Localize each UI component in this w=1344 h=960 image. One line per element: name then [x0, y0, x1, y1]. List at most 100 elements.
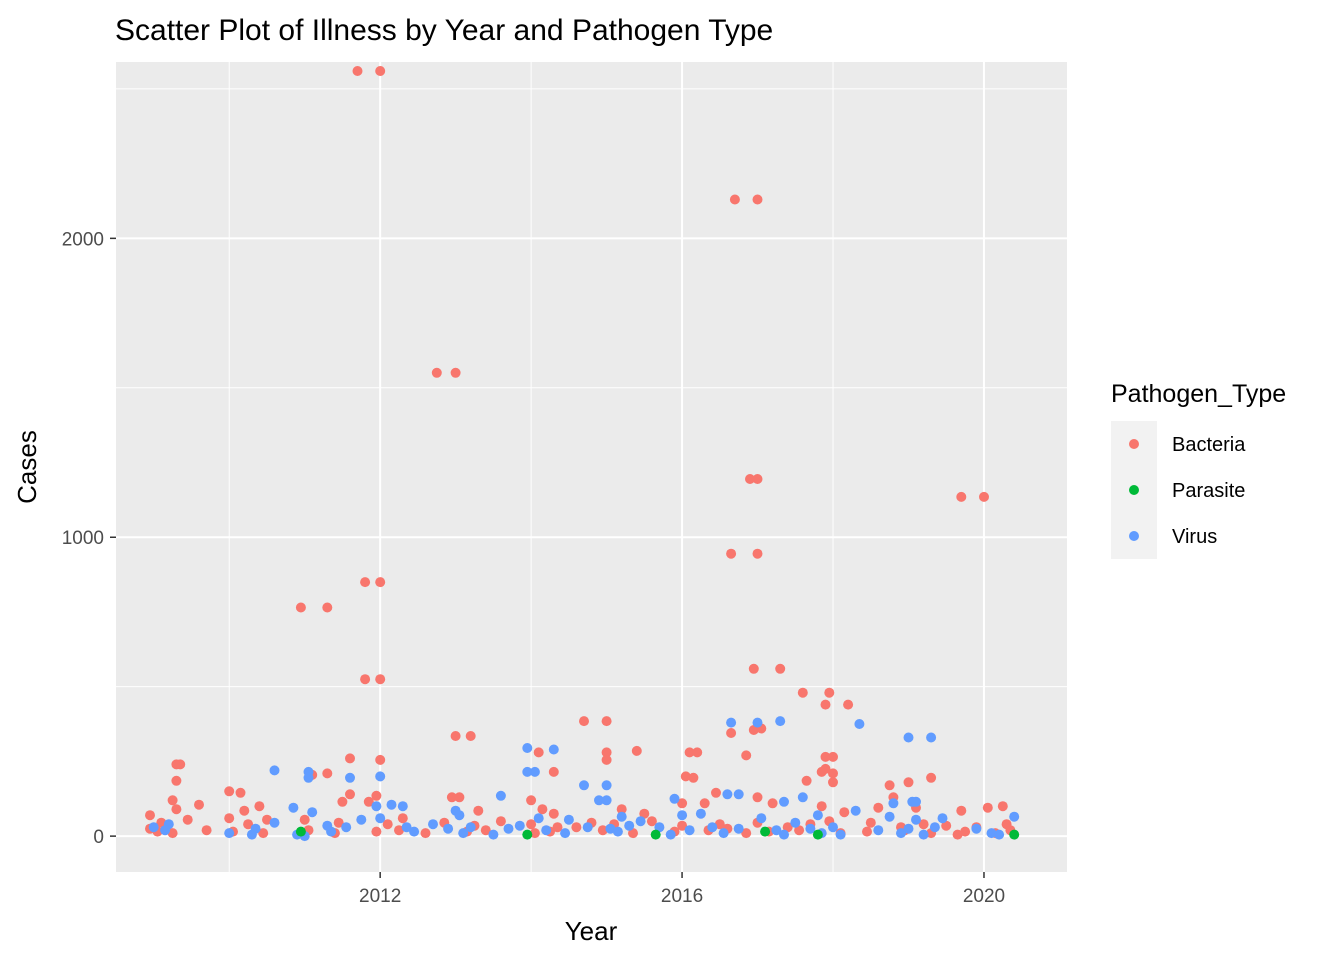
data-point-bacteria [235, 787, 246, 798]
data-point-bacteria [243, 819, 254, 830]
data-point-bacteria [699, 798, 710, 809]
data-point-virus [345, 772, 355, 783]
data-point-virus [779, 796, 789, 807]
data-point-bacteria [363, 796, 374, 807]
data-point-virus [605, 823, 616, 834]
data-point-virus [488, 829, 499, 840]
legend-title: Pathogen_Type [1111, 380, 1286, 408]
data-point-bacteria [194, 799, 204, 810]
data-point-virus [409, 826, 420, 837]
legend-label-bacteria: Bacteria [1172, 434, 1246, 456]
data-point-bacteria [375, 754, 386, 765]
data-point-bacteria [224, 813, 235, 824]
data-point-virus [582, 822, 593, 833]
data-point-bacteria [982, 802, 993, 813]
data-point-virus [522, 743, 533, 753]
data-point-bacteria [862, 826, 872, 837]
data-point-bacteria [601, 747, 612, 758]
data-point-virus [269, 817, 280, 828]
data-point-bacteria [782, 822, 793, 833]
legend-label-virus: Virus [1172, 526, 1217, 548]
data-point-bacteria [816, 766, 827, 777]
data-point-virus [160, 825, 171, 836]
legend-key-virus [1129, 531, 1139, 541]
data-point-virus [341, 822, 352, 833]
data-point-bacteria [254, 801, 265, 812]
data-point-bacteria [360, 577, 371, 588]
data-point-bacteria [752, 194, 763, 205]
data-point-bacteria [952, 829, 963, 840]
data-point-bacteria [526, 795, 537, 806]
data-point-virus [635, 816, 646, 827]
data-point-virus [326, 826, 337, 837]
data-point-bacteria [941, 820, 952, 831]
data-point-bacteria [616, 804, 627, 815]
data-point-bacteria [726, 548, 737, 559]
data-point-bacteria [748, 725, 759, 735]
data-point-bacteria [224, 786, 235, 797]
data-point-bacteria [345, 789, 355, 800]
data-point-bacteria [960, 826, 971, 837]
data-point-bacteria [375, 577, 386, 588]
data-point-parasite [760, 826, 771, 837]
data-point-virus [371, 801, 382, 812]
data-point-virus [356, 814, 367, 825]
data-point-bacteria [473, 805, 484, 816]
data-point-bacteria [167, 795, 178, 806]
data-point-virus [790, 817, 801, 828]
data-point-virus [616, 811, 627, 822]
data-point-virus [850, 805, 861, 816]
data-point-virus [722, 789, 733, 800]
data-point-bacteria [816, 801, 827, 812]
data-point-virus [812, 810, 823, 821]
data-point-virus [224, 828, 235, 839]
data-point-virus [707, 822, 718, 833]
data-point-virus [601, 780, 612, 791]
grid-lines [116, 62, 1067, 872]
data-point-virus [563, 814, 574, 825]
data-point-virus [937, 813, 948, 824]
x-tick-label: 2012 [359, 886, 401, 907]
data-point-bacteria [601, 716, 612, 727]
data-point-bacteria [533, 747, 544, 758]
data-point-bacteria [431, 367, 442, 378]
data-point-virus [503, 823, 514, 834]
data-point-bacteria [552, 822, 563, 833]
data-point-bacteria [794, 825, 805, 836]
data-point-bacteria [873, 802, 884, 813]
data-point-virus [771, 825, 782, 836]
data-point-virus [1009, 811, 1020, 822]
data-point-bacteria [839, 807, 850, 818]
data-point-bacteria [258, 828, 269, 839]
data-point-bacteria [371, 826, 382, 837]
data-point-virus [835, 829, 846, 840]
data-point-bacteria [345, 753, 355, 764]
data-point-bacteria [767, 798, 778, 809]
data-point-bacteria [956, 491, 967, 502]
data-point-virus [514, 820, 525, 831]
data-point-virus [911, 796, 921, 807]
data-point-parasite [295, 826, 306, 837]
data-point-virus [541, 825, 552, 836]
data-point-bacteria [454, 792, 465, 803]
data-point-bacteria [741, 750, 752, 761]
data-point-bacteria [820, 699, 831, 710]
data-point-virus [303, 772, 314, 783]
legend-key-bacteria [1129, 439, 1139, 449]
data-point-virus [884, 811, 895, 822]
data-point-bacteria [397, 813, 408, 824]
data-point-virus [684, 825, 695, 836]
data-point-bacteria [299, 814, 310, 825]
data-point-virus [918, 829, 929, 840]
data-point-bacteria [684, 747, 695, 758]
axes: 2012 2016 2020 0 1000 2000 [62, 229, 1005, 907]
data-point-virus [375, 771, 386, 782]
data-point-bacteria [526, 819, 537, 830]
data-point-bacteria [322, 768, 333, 779]
data-point-virus [718, 828, 729, 839]
data-point-bacteria [903, 777, 914, 788]
data-point-bacteria [820, 751, 831, 762]
data-point-bacteria [752, 792, 763, 803]
data-point-virus [903, 732, 914, 743]
